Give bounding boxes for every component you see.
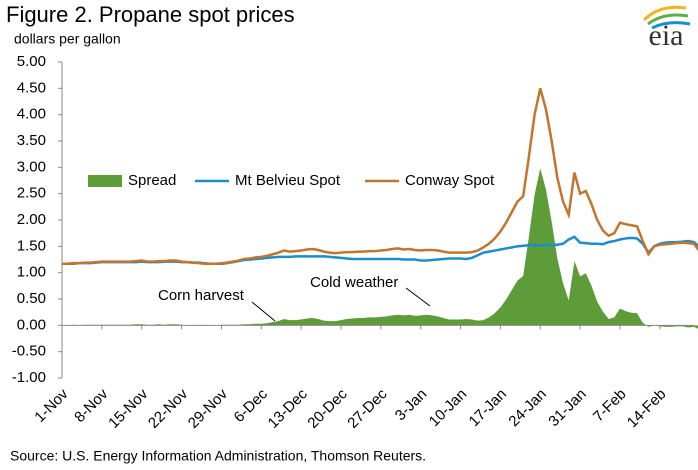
x-tick-label: 3-Jan — [392, 386, 431, 425]
y-tick-label: 5.00 — [17, 53, 46, 70]
x-tick-label: 14-Feb — [624, 386, 670, 432]
x-tick-label: 22-Nov — [145, 385, 192, 432]
x-tick-label: 10-Jan — [426, 386, 470, 430]
annotation-leader — [251, 301, 276, 322]
x-tick-label: 31-Jan — [545, 386, 589, 430]
source-note: Source: U.S. Energy Information Administ… — [10, 448, 426, 464]
x-tick-label: 20-Dec — [304, 385, 351, 432]
y-tick-label: 1.00 — [17, 264, 46, 281]
logo-arc — [651, 21, 691, 30]
legend-label: Conway Spot — [405, 172, 495, 189]
logo-arc — [642, 5, 687, 22]
y-tick-label: 1.50 — [17, 237, 46, 254]
y-tick-label: 4.50 — [17, 79, 46, 96]
annotation-leader — [405, 287, 431, 307]
chart-title: Figure 2. Propane spot prices — [6, 2, 295, 27]
legend-label: Mt Belvieu Spot — [235, 172, 341, 189]
y-tick-label: 3.50 — [17, 132, 46, 149]
y-tick-label: 2.00 — [17, 211, 46, 228]
y-tick-label: 0.50 — [17, 290, 46, 307]
x-tick-label: 24-Jan — [505, 386, 549, 430]
x-tick-label: 17-Jan — [466, 386, 510, 430]
legend-swatch — [88, 175, 122, 187]
y-tick-label: -0.50 — [12, 343, 46, 360]
x-tick-label: 1-Nov — [31, 385, 72, 426]
spread-area — [62, 168, 698, 329]
x-tick-label: 27-Dec — [344, 385, 391, 432]
series-line — [62, 88, 698, 265]
logo-text: eia — [649, 19, 684, 52]
legend-label: Spread — [128, 172, 176, 189]
chart-subtitle: dollars per gallon — [14, 31, 121, 47]
x-tick-label: 15-Nov — [105, 385, 152, 432]
y-tick-label: 4.00 — [17, 106, 46, 123]
y-tick-label: -1.00 — [12, 369, 46, 386]
y-tick-label: 3.00 — [17, 158, 46, 175]
logo-arc — [647, 13, 689, 26]
x-tick-label: 29-Nov — [185, 385, 232, 432]
logo: eia — [642, 5, 691, 52]
annotation: Corn harvest — [158, 287, 245, 304]
y-tick-label: 2.50 — [17, 185, 46, 202]
annotation: Cold weather — [310, 274, 398, 291]
x-tick-label: 13-Dec — [265, 385, 312, 432]
y-tick-label: 0.00 — [17, 316, 46, 333]
